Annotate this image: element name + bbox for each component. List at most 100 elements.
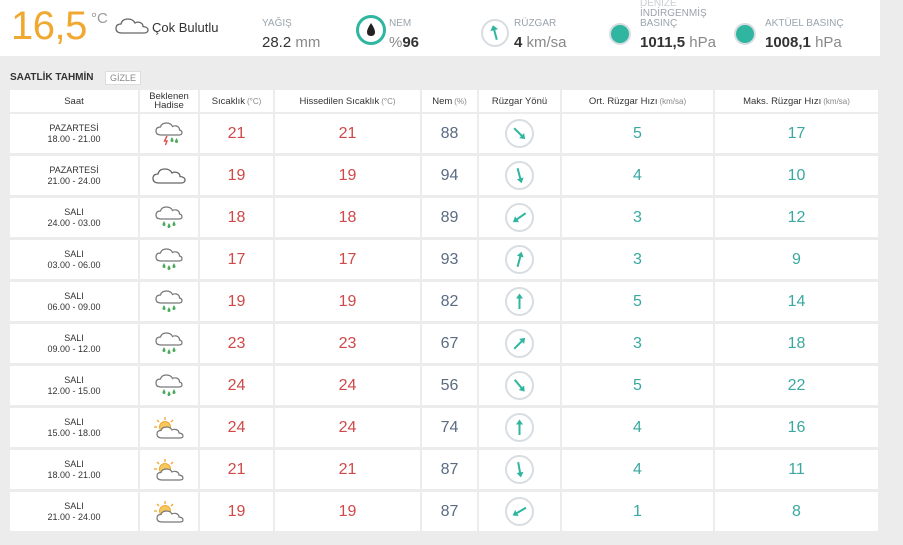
row-wind-max: 22 [715,366,878,405]
row-feels: 23 [275,324,420,363]
row-time-range: 18.00 - 21.00 [47,469,101,480]
row-feels: 18 [275,198,420,237]
row-time-range: 03.00 - 06.00 [47,259,101,270]
row-wind-avg: 5 [562,366,713,405]
header-wind-max: Maks. Rüzgar Hızı (km/sa) [715,90,878,112]
row-time: SALI 18.00 - 21.00 [10,450,138,489]
wind-arrow-icon [505,497,534,526]
row-day: PAZARTESİ [49,122,99,133]
row-humidity: 89 [422,198,477,237]
row-wind-direction [479,240,560,279]
table-row: SALI 03.00 - 06.00 17 17 93 3 9 [10,240,880,279]
section-title: SAATLİK TAHMİN [10,72,94,83]
row-humidity: 56 [422,366,477,405]
row-day: PAZARTESİ [49,164,99,175]
current-conditions-bar: 16,5 °C Çok Bulutlu YAĞIŞ 28.2 mm NEM %9… [0,0,880,56]
row-time: SALI 06.00 - 09.00 [10,282,138,321]
wind-arrow-icon [505,287,534,316]
sea-pressure-value: 1011,5 hPa [640,34,716,51]
row-time: SALI 09.00 - 12.00 [10,324,138,363]
row-time: SALI 15.00 - 18.00 [10,408,138,447]
row-day: SALI [64,332,84,343]
row-wind-avg: 3 [562,198,713,237]
table-row: PAZARTESİ 21.00 - 24.00 19 19 94 4 10 [10,156,880,195]
row-feels: 19 [275,492,420,531]
row-wind-direction [479,198,560,237]
wind-arrow-icon [505,413,534,442]
table-row: SALI 18.00 - 21.00 21 21 87 4 11 [10,450,880,489]
row-temp: 18 [200,198,273,237]
row-humidity: 94 [422,156,477,195]
sea-pressure-label: DENİZE İNDİRGENMİŞ BASINÇ [640,0,707,29]
row-time-range: 06.00 - 09.00 [47,301,101,312]
row-wind-direction [479,156,560,195]
thunder-rain-icon [140,114,198,153]
row-day: SALI [64,248,84,259]
header-wind-direction: Rüzgar Yönü [479,90,560,112]
precip-value: 28.2 mm [262,34,321,51]
row-wind-avg: 3 [562,324,713,363]
wind-arrow-icon [505,119,534,148]
header-time: Saat [10,90,138,112]
row-time-range: 18.00 - 21.00 [47,133,101,144]
row-wind-max: 14 [715,282,878,321]
row-feels: 24 [275,366,420,405]
current-condition-text: Çok Bulutlu [152,20,219,35]
row-wind-max: 12 [715,198,878,237]
wind-arrow-icon [505,371,534,400]
row-feels: 21 [275,114,420,153]
humidity-gauge-icon [355,14,387,51]
humidity-value: %96 [389,34,420,51]
wind-direction-icon [480,18,510,53]
row-humidity: 87 [422,450,477,489]
row-wind-max: 16 [715,408,878,447]
row-time-range: 24.00 - 03.00 [47,217,101,228]
row-humidity: 74 [422,408,477,447]
row-wind-max: 17 [715,114,878,153]
cloudy-icon [115,17,149,40]
row-time-range: 15.00 - 18.00 [47,427,101,438]
row-wind-max: 11 [715,450,878,489]
row-wind-direction [479,324,560,363]
row-wind-direction [479,366,560,405]
hide-toggle-button[interactable]: GİZLE [105,71,142,85]
rain-icon [140,240,198,279]
row-feels: 21 [275,450,420,489]
row-day: SALI [64,290,84,301]
row-temp: 21 [200,450,273,489]
table-row: SALI 21.00 - 24.00 19 19 87 1 8 [10,492,880,531]
table-header: Saat Beklenen Hadise Sıcaklık (°C) Hissedi… [10,90,880,112]
row-temp: 19 [200,156,273,195]
partly-cloudy-icon [140,492,198,531]
cloudy-icon [140,156,198,195]
table-row: SALI 24.00 - 03.00 18 18 89 3 12 [10,198,880,237]
partly-cloudy-icon [140,450,198,489]
wind-arrow-icon [505,455,534,484]
row-wind-direction [479,492,560,531]
table-row: SALI 09.00 - 12.00 23 23 67 3 18 [10,324,880,363]
row-wind-avg: 5 [562,282,713,321]
actual-pressure-value: 1008,1 hPa [765,34,842,51]
row-feels: 17 [275,240,420,279]
row-time: PAZARTESİ 21.00 - 24.00 [10,156,138,195]
row-wind-direction [479,450,560,489]
row-wind-avg: 1 [562,492,713,531]
row-humidity: 93 [422,240,477,279]
row-temp: 21 [200,114,273,153]
table-row: SALI 15.00 - 18.00 24 24 74 4 16 [10,408,880,447]
row-temp: 23 [200,324,273,363]
row-time-range: 21.00 - 24.00 [47,175,101,186]
header-wind-avg: Ort. Rüzgar Hızı (km/sa) [562,90,713,112]
row-time: SALI 21.00 - 24.00 [10,492,138,531]
row-time: SALI 03.00 - 06.00 [10,240,138,279]
row-humidity: 88 [422,114,477,153]
header-temp: Sıcaklık (°C) [200,90,273,112]
row-wind-max: 9 [715,240,878,279]
wind-arrow-icon [505,161,534,190]
actual-pressure-label: AKTÜEL BASINÇ [765,18,844,29]
current-temperature-unit: °C [91,10,108,27]
wind-value: 4 km/sa [514,34,567,51]
row-wind-avg: 3 [562,240,713,279]
row-wind-avg: 4 [562,408,713,447]
sea-pressure-dot-icon [608,22,632,51]
